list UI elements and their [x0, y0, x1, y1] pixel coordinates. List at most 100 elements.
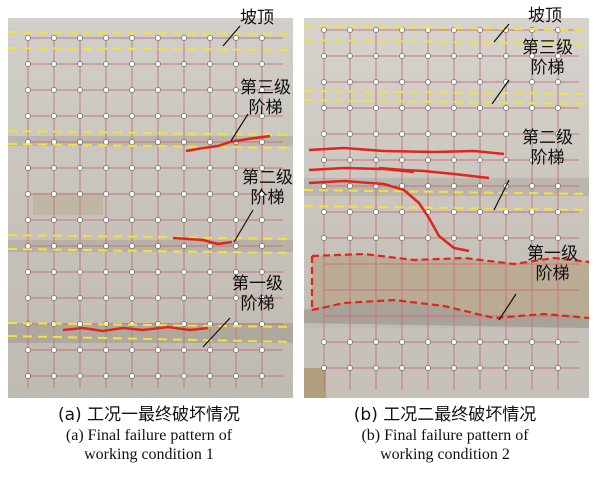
target-marker [103, 295, 109, 301]
target-marker [451, 53, 457, 59]
target-marker [129, 113, 135, 119]
target-marker [77, 243, 83, 249]
target-marker [555, 209, 561, 215]
target-marker [321, 79, 327, 85]
target-marker [259, 321, 265, 327]
target-marker [555, 365, 561, 371]
target-marker [233, 87, 239, 93]
label-second-step-a-line2: 阶梯 [250, 188, 285, 208]
target-marker [259, 87, 265, 93]
target-marker [477, 53, 483, 59]
target-marker [207, 373, 213, 379]
target-marker [425, 235, 431, 241]
target-marker [347, 105, 353, 111]
target-marker [259, 243, 265, 249]
target-marker [181, 139, 187, 145]
target-marker [503, 339, 509, 345]
target-marker [103, 373, 109, 379]
target-marker [503, 209, 509, 215]
target-marker [233, 347, 239, 353]
target-marker [555, 79, 561, 85]
target-marker [181, 113, 187, 119]
target-marker [181, 191, 187, 197]
failure-zone-outline-b [310, 252, 589, 320]
target-marker [477, 105, 483, 111]
target-marker [77, 217, 83, 223]
target-marker [77, 347, 83, 353]
target-marker [555, 183, 561, 189]
target-marker [503, 365, 509, 371]
target-marker [77, 321, 83, 327]
target-marker [181, 217, 187, 223]
label-second-step-b-line2: 阶梯 [530, 148, 565, 168]
target-marker [233, 373, 239, 379]
cracks-b [308, 146, 505, 253]
target-marker [77, 35, 83, 41]
target-marker [259, 35, 265, 41]
label-first-step-b-line2: 阶梯 [535, 264, 570, 284]
target-marker [129, 295, 135, 301]
target-marker [373, 209, 379, 215]
target-marker [181, 35, 187, 41]
target-marker [233, 295, 239, 301]
target-marker [347, 79, 353, 85]
target-marker [233, 113, 239, 119]
target-marker [321, 183, 327, 189]
label-third-step-b-line2: 阶梯 [530, 58, 565, 78]
target-marker [51, 269, 57, 275]
target-marker [181, 165, 187, 171]
target-marker [529, 339, 535, 345]
cracks-a [62, 134, 271, 333]
target-marker [207, 269, 213, 275]
target-marker [399, 79, 405, 85]
target-marker [347, 53, 353, 59]
target-marker [399, 235, 405, 241]
step-boundaries-a [8, 31, 293, 343]
caption-a-zh: (a) 工况一最终破坏情况 [57, 405, 241, 425]
target-marker [529, 183, 535, 189]
target-marker [451, 365, 457, 371]
target-marker [207, 217, 213, 223]
target-marker [25, 217, 31, 223]
target-marker [129, 139, 135, 145]
target-marker [155, 347, 161, 353]
target-marker [233, 165, 239, 171]
target-marker [477, 27, 483, 33]
target-marker [233, 35, 239, 41]
target-marker [347, 131, 353, 137]
target-marker [77, 269, 83, 275]
target-marker [529, 157, 535, 163]
target-marker [503, 131, 509, 137]
target-marker [155, 113, 161, 119]
target-marker [477, 131, 483, 137]
target-marker [25, 269, 31, 275]
target-marker [103, 347, 109, 353]
target-marker [529, 79, 535, 85]
target-marker [207, 35, 213, 41]
target-marker [373, 53, 379, 59]
target-marker [129, 243, 135, 249]
target-marker [399, 53, 405, 59]
target-marker [129, 35, 135, 41]
target-marker [103, 113, 109, 119]
target-marker [51, 373, 57, 379]
target-marker [77, 191, 83, 197]
target-marker [477, 79, 483, 85]
target-marker [103, 139, 109, 145]
target-marker [77, 139, 83, 145]
photo-b-svg [304, 18, 589, 398]
target-marker [155, 373, 161, 379]
target-marker [373, 235, 379, 241]
target-marker [555, 235, 561, 241]
target-marker [321, 53, 327, 59]
target-marker [503, 105, 509, 111]
target-marker [321, 235, 327, 241]
target-marker [77, 61, 83, 67]
photo-a-svg [8, 18, 293, 398]
target-marker [51, 87, 57, 93]
target-marker [129, 87, 135, 93]
target-marker [555, 53, 561, 59]
target-marker [399, 365, 405, 371]
caption-b-en-line1: (b) Final failure pattern of [361, 427, 529, 444]
target-marker [347, 157, 353, 163]
